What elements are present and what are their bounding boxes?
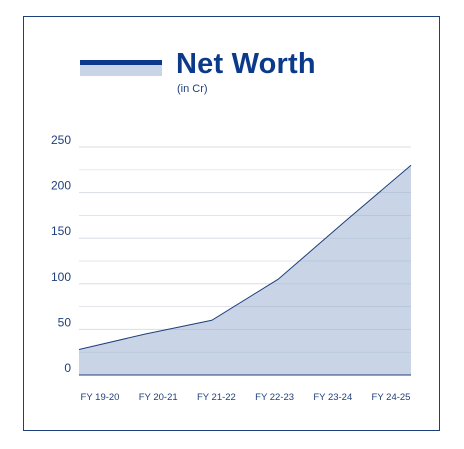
chart-title: Net Worth bbox=[176, 48, 316, 80]
x-tick-label: FY 20-21 bbox=[139, 392, 178, 403]
x-tick-label: FY 23-24 bbox=[313, 392, 352, 403]
y-tick-label: 50 bbox=[58, 315, 72, 329]
legend-swatch bbox=[80, 60, 162, 76]
series-line bbox=[78, 164, 412, 350]
y-tick-label: 100 bbox=[51, 270, 71, 284]
chart-subtitle: (in Cr) bbox=[177, 83, 208, 95]
x-tick-label: FY 24-25 bbox=[372, 392, 411, 403]
legend-line bbox=[80, 60, 162, 65]
series-area bbox=[79, 165, 411, 375]
x-tick-label: FY 19-20 bbox=[81, 392, 120, 403]
y-tick-label: 200 bbox=[51, 179, 71, 193]
y-tick-label: 0 bbox=[64, 361, 71, 375]
x-tick-label: FY 21-22 bbox=[197, 392, 236, 403]
area-layer bbox=[78, 164, 412, 376]
x-tick-label: FY 22-23 bbox=[255, 392, 294, 403]
y-tick-label: 150 bbox=[51, 224, 71, 238]
x-axis-ticks: FY 19-20 FY 20-21 FY 21-22 FY 22-23 FY 23-24… bbox=[81, 392, 411, 403]
y-axis-ticks: 0 50 100 150 200 250 bbox=[51, 133, 71, 375]
legend-fill bbox=[80, 65, 162, 76]
y-tick-label: 250 bbox=[51, 133, 71, 147]
